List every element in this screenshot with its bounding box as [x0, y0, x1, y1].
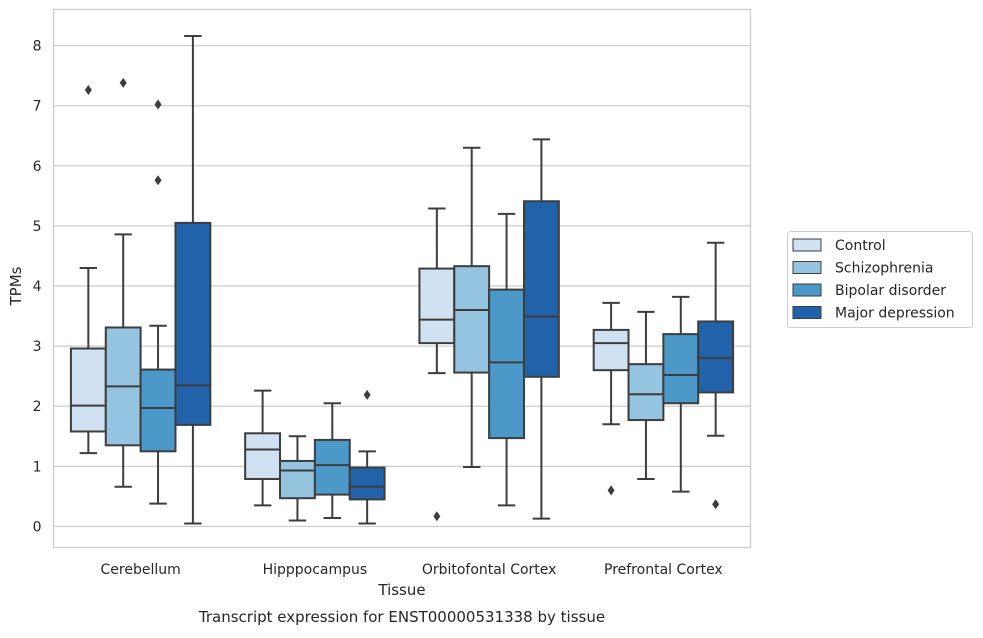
y-tick-label: 2 — [33, 399, 42, 415]
box-control — [592, 301, 630, 496]
y-axis-label: TPMs — [7, 266, 25, 306]
outlier-point — [119, 77, 127, 88]
outlier-point — [363, 389, 371, 400]
box-body — [313, 438, 351, 496]
outlier-point — [154, 175, 162, 186]
box-body — [453, 265, 491, 374]
y-tick-label: 7 — [33, 99, 42, 115]
box-body — [662, 333, 700, 405]
outlier-point — [84, 85, 92, 96]
legend-swatch — [792, 238, 822, 252]
box-bipolar-disorder — [488, 212, 525, 507]
x-tick-label: Orbitofontal Cortex — [422, 562, 557, 578]
box-body — [348, 466, 386, 501]
y-tick-label: 1 — [33, 459, 42, 475]
outlier-point — [607, 485, 615, 496]
box-body — [627, 363, 665, 422]
box-major-depression — [697, 241, 735, 510]
box-body — [174, 221, 212, 426]
box-schizophrenia — [627, 310, 665, 480]
x-tick-label: Prefrontal Cortex — [604, 562, 723, 578]
x-axis-ticks: Cerebellum Hipppocampus Orbitofontal Corte… — [101, 562, 723, 578]
legend-frame — [787, 231, 973, 328]
legend-label: Schizophrenia — [835, 261, 933, 277]
box-body — [139, 368, 177, 453]
box-body — [69, 347, 107, 433]
box-major-depression — [522, 138, 560, 520]
box-control — [69, 85, 107, 455]
box-body — [279, 459, 316, 500]
plot-frame — [52, 8, 752, 549]
legend-label: Major depression — [835, 306, 955, 322]
legend-swatch — [792, 261, 822, 274]
outlier-point — [433, 511, 441, 522]
box-major-depression — [348, 389, 386, 525]
box-body — [418, 267, 456, 345]
box-body — [488, 288, 525, 440]
box-body — [522, 200, 560, 378]
box-bipolar-disorder — [313, 402, 351, 520]
box-series — [69, 34, 735, 525]
y-axis-ticks: 0 1 2 3 4 5 6 7 8 — [33, 39, 42, 536]
x-tick-label: Hipppocampus — [263, 562, 368, 578]
chart-caption: Transcript expression for ENST0000053133… — [198, 608, 605, 626]
legend-label: Bipolar disorder — [835, 283, 946, 299]
legend-swatch — [792, 306, 822, 319]
box-major-depression — [174, 34, 212, 525]
legend-label: Control — [835, 238, 886, 254]
legend: Control Schizophrenia Bipolar disorder Majo… — [787, 231, 973, 328]
box-control — [418, 207, 456, 522]
box-body — [697, 320, 735, 394]
box-body — [592, 328, 630, 372]
box-bipolar-disorder — [139, 99, 177, 505]
box-schizophrenia — [453, 146, 491, 468]
box-control — [244, 389, 282, 507]
y-tick-label: 0 — [33, 519, 42, 535]
y-tick-label: 4 — [33, 279, 42, 295]
outlier-point — [712, 499, 720, 510]
legend-swatch — [792, 283, 822, 297]
x-tick-label: Cerebellum — [101, 562, 181, 578]
box-body — [244, 432, 282, 480]
y-tick-label: 8 — [33, 39, 42, 55]
outlier-point — [154, 99, 162, 110]
y-tick-label: 5 — [33, 219, 42, 235]
y-tick-label: 6 — [33, 159, 42, 175]
x-axis-label: Tissue — [377, 581, 425, 599]
y-tick-label: 3 — [33, 339, 42, 355]
